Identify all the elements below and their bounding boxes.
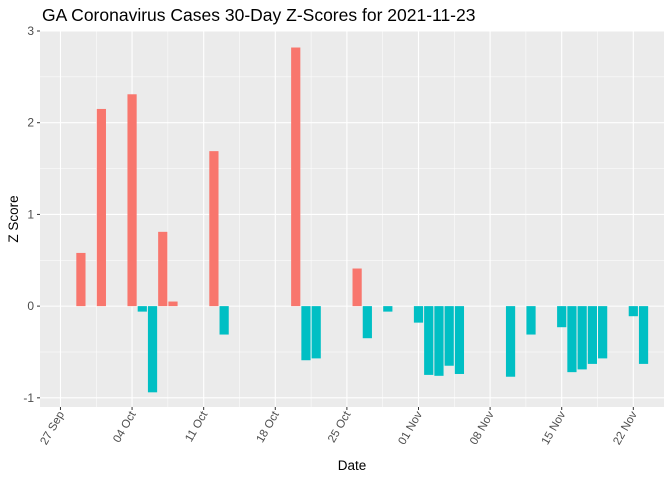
bar (628, 306, 638, 317)
bar (209, 151, 219, 307)
bar (311, 306, 321, 359)
bar (158, 231, 168, 307)
bar (434, 306, 444, 376)
bar (137, 306, 147, 312)
x-tick-label: 27 Sep (38, 410, 67, 448)
y-tick-label: 3 (27, 24, 34, 38)
bar (147, 306, 158, 393)
bar (567, 306, 577, 373)
bar (127, 94, 137, 307)
bar (598, 306, 608, 359)
bar (526, 306, 536, 335)
bar (352, 268, 362, 307)
x-tick-label: 15 Nov (540, 409, 569, 447)
bar (505, 306, 516, 377)
x-tick-label: 04 Oct (111, 409, 139, 445)
bar (383, 306, 393, 312)
plot-panel (40, 31, 664, 407)
x-tick-label: 01 Nov (396, 409, 425, 447)
chart-title: GA Coronavirus Cases 30-Day Z-Scores for… (42, 5, 476, 25)
bar (291, 47, 301, 307)
x-tick-label: 25 Oct (326, 409, 354, 445)
x-tick-label: 08 Nov (468, 409, 497, 447)
bars (76, 47, 649, 393)
bar (557, 306, 567, 328)
bar (362, 306, 372, 339)
x-tick-label: 18 Oct (255, 409, 283, 445)
bar (168, 301, 178, 307)
bar (444, 306, 454, 366)
grid-lines (40, 30, 664, 407)
bar (424, 306, 434, 375)
x-axis-title: Date (338, 458, 367, 473)
bar (587, 306, 597, 364)
bar (96, 108, 106, 307)
bar (301, 306, 311, 361)
x-tick-label: 22 Nov (611, 409, 640, 447)
bar (413, 306, 424, 323)
bar (638, 306, 649, 364)
bar (76, 252, 86, 307)
y-tick-label: -1 (23, 391, 34, 405)
bar (577, 306, 587, 370)
x-axis: 27 Sep 04 Oct 11 Oct 18 Oct 25 Oct 01 Nov 08 N… (38, 407, 640, 447)
x-tick-label: 11 Oct (183, 409, 210, 444)
y-tick-label: 0 (27, 299, 34, 313)
y-axis-title: Z Score (6, 195, 21, 242)
y-tick-label: 2 (27, 116, 34, 130)
bar (219, 306, 229, 335)
y-tick-label: 1 (27, 207, 34, 221)
bar (454, 306, 465, 374)
y-axis: -1 0 1 2 3 (23, 24, 40, 405)
